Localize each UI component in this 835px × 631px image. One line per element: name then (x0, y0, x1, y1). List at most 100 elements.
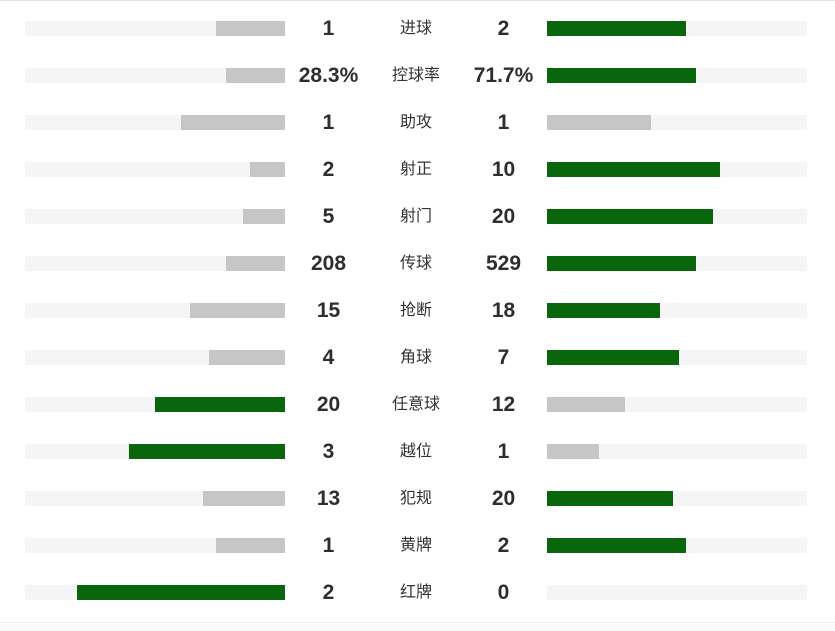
away-bar-fill (547, 397, 625, 412)
home-bar-fill (129, 444, 285, 459)
home-stat-value: 1 (322, 111, 335, 134)
home-stat-value: 15 (316, 299, 341, 322)
stat-row: 1 进球 2 (25, 5, 807, 52)
away-stat-value: 0 (497, 581, 510, 604)
home-bar-fill (203, 491, 285, 506)
stat-row: 1 黄牌 2 (25, 522, 807, 569)
away-bar-track (547, 115, 807, 130)
home-stat-value: 13 (316, 487, 341, 510)
stat-row: 5 射门 20 (25, 193, 807, 240)
away-stat-value: 7 (497, 346, 510, 369)
away-bar-fill (547, 491, 674, 506)
away-stat-value: 20 (491, 487, 516, 510)
away-bar-fill (547, 350, 680, 365)
away-bar-track (547, 538, 807, 553)
home-stat-value: 3 (322, 440, 335, 463)
stat-label: 红牌 (399, 583, 432, 601)
home-bar-fill (226, 256, 285, 271)
stat-label: 角球 (399, 348, 432, 366)
stat-row: 28.3% 控球率 71.7% (25, 52, 807, 99)
stat-label: 传球 (399, 254, 432, 272)
stat-row: 208 传球 529 (25, 240, 807, 287)
away-bar-fill (547, 444, 599, 459)
home-bar-fill (181, 115, 285, 130)
home-stat-value: 1 (322, 17, 335, 40)
stat-label: 射门 (399, 207, 432, 225)
home-bar-track (25, 68, 285, 83)
home-bar-track (25, 585, 285, 600)
stat-label: 抢断 (399, 301, 432, 319)
home-bar-fill (77, 585, 285, 600)
away-bar-fill (547, 162, 721, 177)
home-bar-fill (155, 397, 285, 412)
home-bar-fill (190, 303, 285, 318)
away-bar-track (547, 68, 807, 83)
stat-label: 射正 (399, 160, 432, 178)
away-stat-value: 2 (497, 534, 510, 557)
stat-row: 4 角球 7 (25, 334, 807, 381)
away-bar-track (547, 397, 807, 412)
home-bar-track (25, 256, 285, 271)
away-stat-value: 1 (497, 111, 510, 134)
stat-label: 助攻 (399, 113, 432, 131)
home-bar-track (25, 397, 285, 412)
home-bar-fill (215, 538, 285, 553)
home-bar-fill (215, 21, 285, 36)
home-bar-fill (209, 350, 285, 365)
away-bar-track (547, 350, 807, 365)
away-bar-fill (547, 303, 661, 318)
stat-label: 进球 (399, 19, 432, 37)
stat-label: 控球率 (391, 66, 440, 84)
home-stat-value: 20 (316, 393, 341, 416)
away-bar-track (547, 303, 807, 318)
away-bar-track (547, 256, 807, 271)
away-bar-fill (547, 68, 697, 83)
away-stat-value: 2 (497, 17, 510, 40)
home-bar-fill (243, 209, 285, 224)
home-bar-track (25, 115, 285, 130)
home-stat-value: 2 (322, 581, 335, 604)
panel-bottom-divider (0, 622, 835, 631)
away-stat-value: 71.7% (473, 64, 534, 87)
home-bar-fill (250, 162, 285, 177)
away-bar-fill (547, 21, 686, 36)
stat-label: 任意球 (391, 395, 440, 413)
away-bar-track (547, 209, 807, 224)
away-bar-fill (547, 538, 686, 553)
away-stat-value: 20 (491, 205, 516, 228)
home-bar-track (25, 350, 285, 365)
home-bar-track (25, 303, 285, 318)
away-stat-value: 1 (497, 440, 510, 463)
home-stat-value: 5 (322, 205, 335, 228)
home-bar-track (25, 538, 285, 553)
home-stat-value: 1 (322, 534, 335, 557)
stat-label: 黄牌 (399, 536, 432, 554)
home-bar-track (25, 444, 285, 459)
away-bar-track (547, 491, 807, 506)
away-stat-value: 10 (491, 158, 516, 181)
home-bar-track (25, 209, 285, 224)
away-bar-track (547, 444, 807, 459)
stat-row: 2 红牌 0 (25, 569, 807, 616)
home-stat-value: 28.3% (298, 64, 359, 87)
home-bar-track (25, 21, 285, 36)
stat-row: 15 抢断 18 (25, 287, 807, 334)
home-bar-track (25, 162, 285, 177)
stats-rows-container: 1 进球 2 28.3% 控球率 71.7% 1 助攻 1 2 射正 10 5 射门 20 208 传球 529 1… (25, 5, 807, 616)
stat-label: 越位 (399, 442, 432, 460)
away-bar-fill (547, 209, 714, 224)
stat-label: 犯规 (399, 489, 432, 507)
home-bar-track (25, 491, 285, 506)
away-bar-track (547, 162, 807, 177)
home-stat-value: 208 (310, 252, 347, 275)
stat-row: 2 射正 10 (25, 146, 807, 193)
home-stat-value: 2 (322, 158, 335, 181)
stat-row: 13 犯规 20 (25, 475, 807, 522)
away-bar-track (547, 21, 807, 36)
away-bar-track (547, 585, 807, 600)
away-stat-value: 529 (485, 252, 522, 275)
stat-row: 3 越位 1 (25, 428, 807, 475)
stat-row: 20 任意球 12 (25, 381, 807, 428)
away-bar-fill (547, 115, 651, 130)
